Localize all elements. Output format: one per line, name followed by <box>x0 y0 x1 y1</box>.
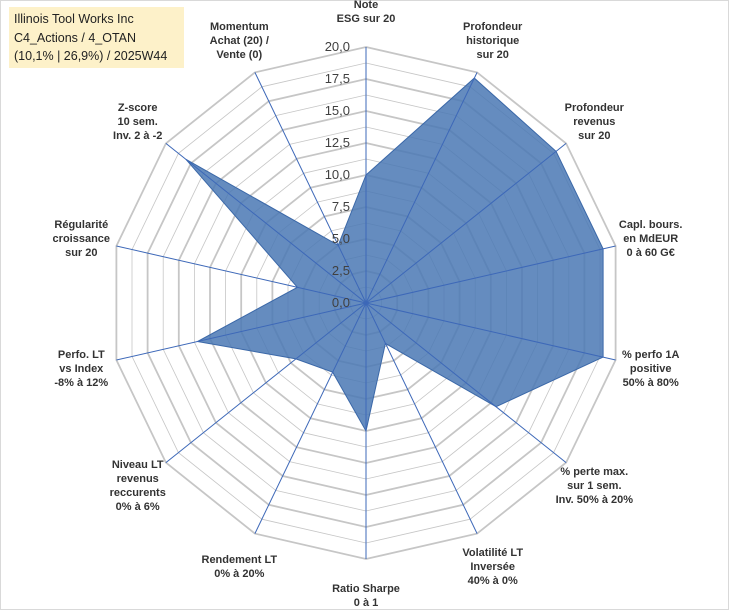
axis-spoke <box>254 72 367 304</box>
tick-label: 15,0 <box>325 103 350 118</box>
axis-label: Capl. bours. en MdEUR 0 à 60 G€ <box>619 219 683 259</box>
axis-label: Régularité croissance sur 20 <box>53 219 110 259</box>
axis-label: Momentum Achat (20) / Vente (0) <box>210 21 269 61</box>
series-area <box>185 77 604 433</box>
axis-spoke <box>365 72 478 304</box>
axis-label: Niveau LT revenus reccurents 0% à 6% <box>110 459 166 513</box>
axis-label: Rendement LT 0% à 20% <box>202 554 278 580</box>
axis-spoke <box>254 302 367 534</box>
axis-label: Perfo. LT vs Index -8% à 12% <box>54 349 108 389</box>
axis-spoke <box>165 302 367 463</box>
tick-label: 20,0 <box>325 39 350 54</box>
axis-spoke <box>365 302 616 361</box>
title-box: Illinois Tool Works Inc C4_Actions / 4_O… <box>9 7 184 68</box>
tick-label: 17,5 <box>325 71 350 86</box>
tick-label: 0,0 <box>332 295 350 310</box>
tick-label: 10,0 <box>325 167 350 182</box>
axis-spoke <box>116 245 367 304</box>
axis-label: Z-score 10 sem. Inv. 2 à -2 <box>113 102 162 142</box>
axis-spoke <box>365 302 478 534</box>
tick-label: 2,5 <box>332 263 350 278</box>
axis-spoke <box>365 143 567 304</box>
tick-label: 5,0 <box>332 231 350 246</box>
axis-spoke <box>365 302 567 463</box>
axis-spoke <box>365 245 616 304</box>
tick-label: 12,5 <box>325 135 350 150</box>
axis-label: % perte max. sur 1 sem. Inv. 50% à 20% <box>556 466 634 506</box>
tick-label: 7,5 <box>332 199 350 214</box>
axis-label: Note ESG sur 20 <box>337 0 396 25</box>
company-name: Illinois Tool Works Inc <box>14 12 134 26</box>
portfolio-path: C4_Actions / 4_OTAN <box>14 30 137 45</box>
axis-label: Ratio Sharpe 0 à 1 <box>332 583 400 609</box>
axis-label: % perfo 1A positive 50% à 80% <box>622 349 680 389</box>
performance-week: (10,1% | 26,9%) / 2025W44 <box>14 49 168 63</box>
axis-label: Profondeur historique sur 20 <box>463 21 523 61</box>
axis-label: Volatilité LT Inversée 40% à 0% <box>462 547 523 587</box>
axis-label: Profondeur revenus sur 20 <box>565 102 625 142</box>
axis-spoke <box>165 143 367 304</box>
axis-spoke <box>116 302 367 361</box>
